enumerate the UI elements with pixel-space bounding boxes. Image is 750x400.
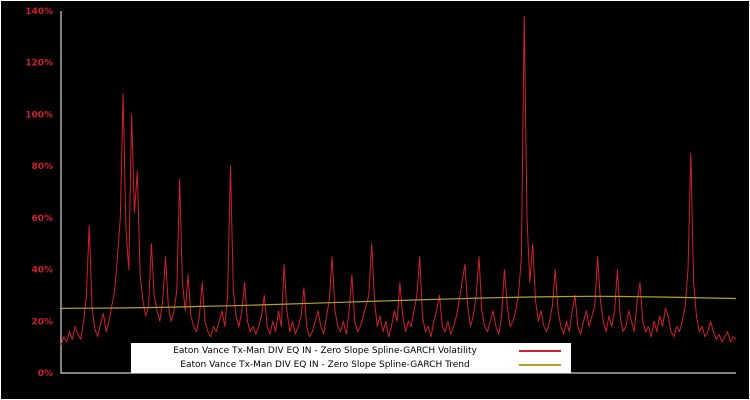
legend-item-volatility: Eaton Vance Tx-Man DIV EQ IN - Zero Slop…	[137, 344, 565, 358]
trend-line-sample	[519, 364, 561, 366]
y-axis-tick-label: 100%	[25, 110, 53, 120]
y-axis-tick-label: 20%	[31, 317, 53, 327]
legend-label-volatility: Eaton Vance Tx-Man DIV EQ IN - Zero Slop…	[173, 345, 477, 356]
trend-series-line	[60, 295, 737, 309]
legend: Eaton Vance Tx-Man DIV EQ IN - Zero Slop…	[131, 343, 571, 373]
y-axis-tick-label: 0%	[38, 369, 53, 379]
y-axis-tick-label: 80%	[31, 162, 53, 172]
y-axis-tick-label: 120%	[25, 59, 53, 69]
legend-item-trend: Eaton Vance Tx-Man DIV EQ IN - Zero Slop…	[137, 358, 565, 372]
y-axis-tick-label: 140%	[25, 7, 53, 17]
volatility-series-line	[60, 15, 737, 345]
axis-lines	[60, 11, 736, 374]
y-axis-tick-label: 60%	[31, 214, 53, 224]
y-axis-tick-label: 40%	[31, 266, 53, 276]
volatility-line-sample	[519, 350, 561, 352]
legend-label-trend: Eaton Vance Tx-Man DIV EQ IN - Zero Slop…	[180, 359, 470, 370]
